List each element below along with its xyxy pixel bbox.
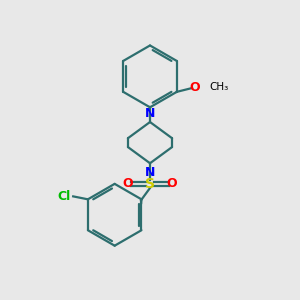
Text: N: N [145, 107, 155, 120]
Text: N: N [145, 166, 155, 178]
Text: O: O [189, 81, 200, 94]
Text: S: S [145, 177, 155, 191]
Text: CH₃: CH₃ [210, 82, 229, 92]
Text: O: O [167, 177, 177, 190]
Text: O: O [123, 177, 133, 190]
Text: Cl: Cl [57, 190, 70, 203]
